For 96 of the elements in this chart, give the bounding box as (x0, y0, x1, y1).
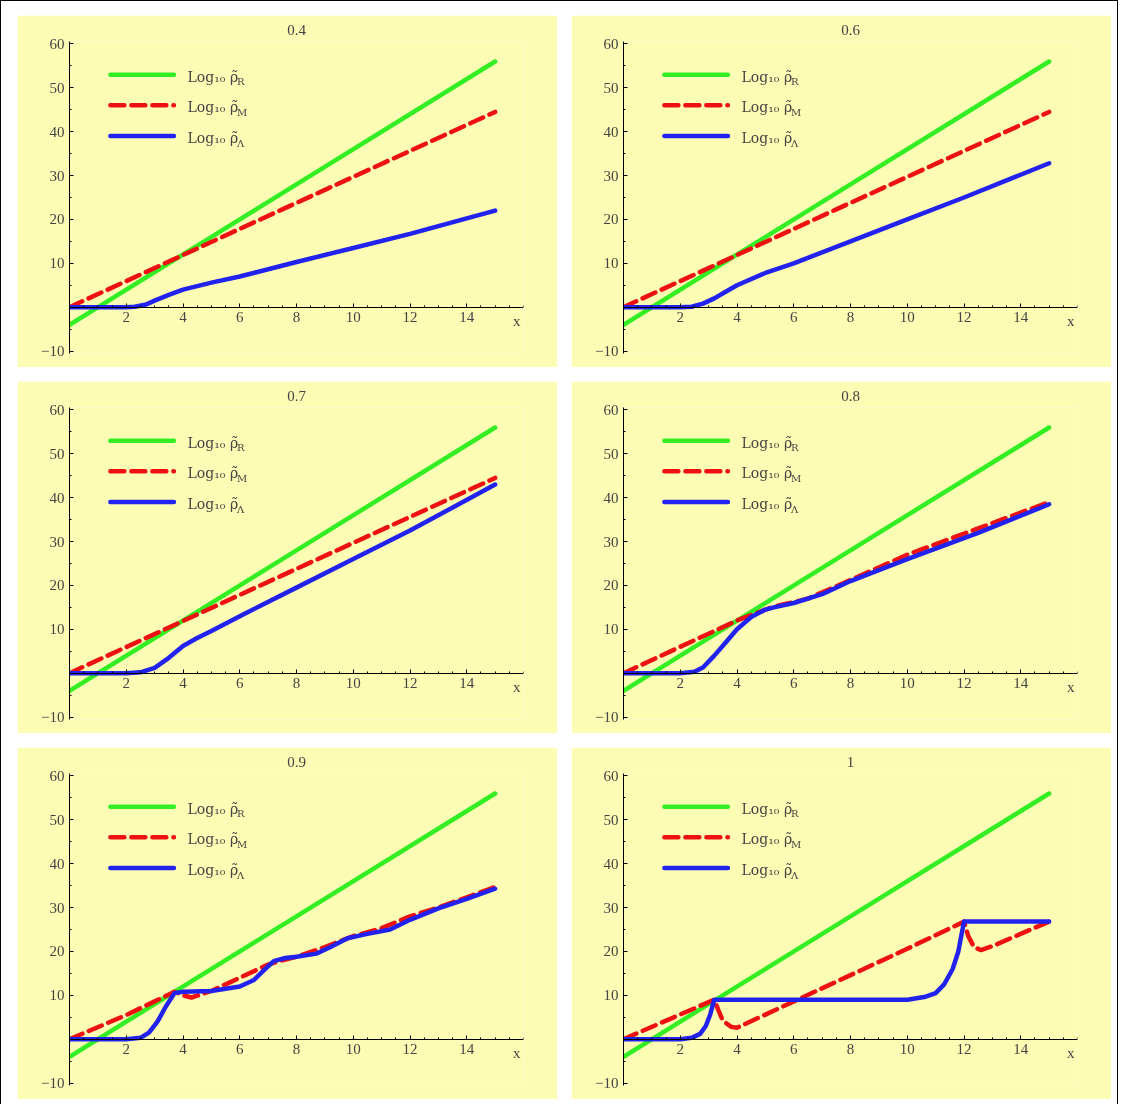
x-tick-label: 8 (292, 1041, 301, 1058)
y-tick-label: 30 (49, 167, 65, 184)
y-tick-label: 10 (49, 255, 65, 272)
y-tick-label: 40 (49, 489, 65, 506)
x-tick-label: 10 (345, 1041, 361, 1058)
x-tick-label: 14 (459, 309, 475, 326)
chart-title: 0.8 (841, 387, 860, 404)
x-tick-label: 14 (459, 1041, 475, 1058)
x-tick-label: 2 (676, 309, 684, 326)
y-tick-label: 20 (49, 577, 65, 594)
x-tick-label: 4 (733, 1041, 742, 1058)
chart-title: 1 (846, 753, 855, 770)
y-tick-label: 50 (49, 445, 65, 462)
x-tick-label: 6 (790, 309, 798, 326)
y-tick-label: 60 (49, 767, 65, 784)
x-tick-label: 6 (236, 1041, 244, 1058)
y-tick-label: 30 (49, 533, 65, 550)
y-tick-label: −10 (41, 709, 65, 726)
x-tick-label: 4 (179, 309, 188, 326)
y-tick-label: 40 (49, 855, 65, 872)
x-tick-label: 14 (1013, 1041, 1029, 1058)
x-axis-title: x (1067, 1045, 1075, 1062)
y-tick-label: 60 (49, 401, 65, 418)
x-tick-label: 14 (1013, 309, 1029, 326)
x-axis-title: x (1067, 679, 1075, 696)
x-tick-label: 2 (676, 1041, 684, 1058)
x-tick-label: 14 (459, 675, 475, 692)
y-tick-label: 10 (49, 987, 65, 1004)
x-tick-label: 10 (345, 675, 361, 692)
x-tick-label: 10 (899, 309, 915, 326)
x-tick-label: 4 (733, 675, 742, 692)
x-tick-label: 10 (899, 675, 915, 692)
x-tick-label: 14 (1013, 675, 1029, 692)
x-axis-title: x (1067, 313, 1075, 330)
y-tick-label: 20 (603, 211, 619, 228)
x-tick-label: 12 (402, 675, 418, 692)
x-axis-title: x (513, 679, 521, 696)
x-tick-label: 8 (292, 675, 301, 692)
x-tick-label: 12 (402, 1041, 418, 1058)
y-tick-label: 40 (603, 489, 619, 506)
x-tick-label: 2 (676, 675, 684, 692)
y-tick-label: 20 (49, 943, 65, 960)
x-tick-label: 12 (402, 309, 418, 326)
y-tick-label: 30 (49, 899, 65, 916)
y-tick-label: −10 (595, 1075, 619, 1092)
y-tick-label: 60 (49, 35, 65, 52)
y-tick-label: 20 (49, 211, 65, 228)
y-tick-label: 50 (603, 811, 619, 828)
y-tick-label: 30 (603, 167, 619, 184)
y-tick-label: 10 (49, 621, 65, 638)
chart-title: 0.4 (287, 21, 307, 38)
x-axis-title: x (513, 313, 521, 330)
y-tick-label: 10 (603, 621, 619, 638)
y-tick-label: 20 (603, 943, 619, 960)
y-tick-label: −10 (595, 343, 619, 360)
chart-title: 0.7 (287, 387, 307, 404)
x-tick-label: 2 (122, 675, 130, 692)
x-tick-label: 2 (122, 309, 130, 326)
x-tick-label: 12 (956, 675, 972, 692)
y-tick-label: −10 (595, 709, 619, 726)
y-tick-label: 60 (603, 35, 619, 52)
x-tick-label: 12 (956, 1041, 972, 1058)
x-tick-label: 6 (790, 675, 798, 692)
y-tick-label: 50 (49, 79, 65, 96)
y-tick-label: 30 (603, 899, 619, 916)
x-tick-label: 2 (122, 1041, 130, 1058)
x-tick-label: 8 (292, 309, 301, 326)
x-tick-label: 10 (899, 1041, 915, 1058)
x-axis-title: x (513, 1045, 521, 1062)
x-tick-label: 12 (956, 309, 972, 326)
y-tick-label: 10 (603, 255, 619, 272)
x-tick-label: 6 (236, 309, 244, 326)
y-tick-label: 10 (603, 987, 619, 1004)
y-tick-label: 50 (603, 79, 619, 96)
x-tick-label: 8 (846, 309, 855, 326)
y-tick-label: −10 (41, 1075, 65, 1092)
x-tick-label: 6 (790, 1041, 798, 1058)
x-tick-label: 4 (733, 309, 742, 326)
y-tick-label: 20 (603, 577, 619, 594)
y-tick-label: 30 (603, 533, 619, 550)
y-tick-label: 40 (603, 123, 619, 140)
y-tick-label: 40 (603, 855, 619, 872)
x-tick-label: 8 (846, 675, 855, 692)
y-tick-label: 60 (603, 767, 619, 784)
x-tick-label: 10 (345, 309, 361, 326)
y-tick-label: 50 (603, 445, 619, 462)
chart-title: 0.6 (841, 21, 861, 38)
x-tick-label: 4 (179, 675, 188, 692)
x-tick-label: 8 (846, 1041, 855, 1058)
x-tick-label: 4 (179, 1041, 188, 1058)
chart-title: 0.9 (287, 753, 306, 770)
y-tick-label: 40 (49, 123, 65, 140)
y-tick-label: 50 (49, 811, 65, 828)
y-tick-label: 60 (603, 401, 619, 418)
y-tick-label: −10 (41, 343, 65, 360)
x-tick-label: 6 (236, 675, 244, 692)
